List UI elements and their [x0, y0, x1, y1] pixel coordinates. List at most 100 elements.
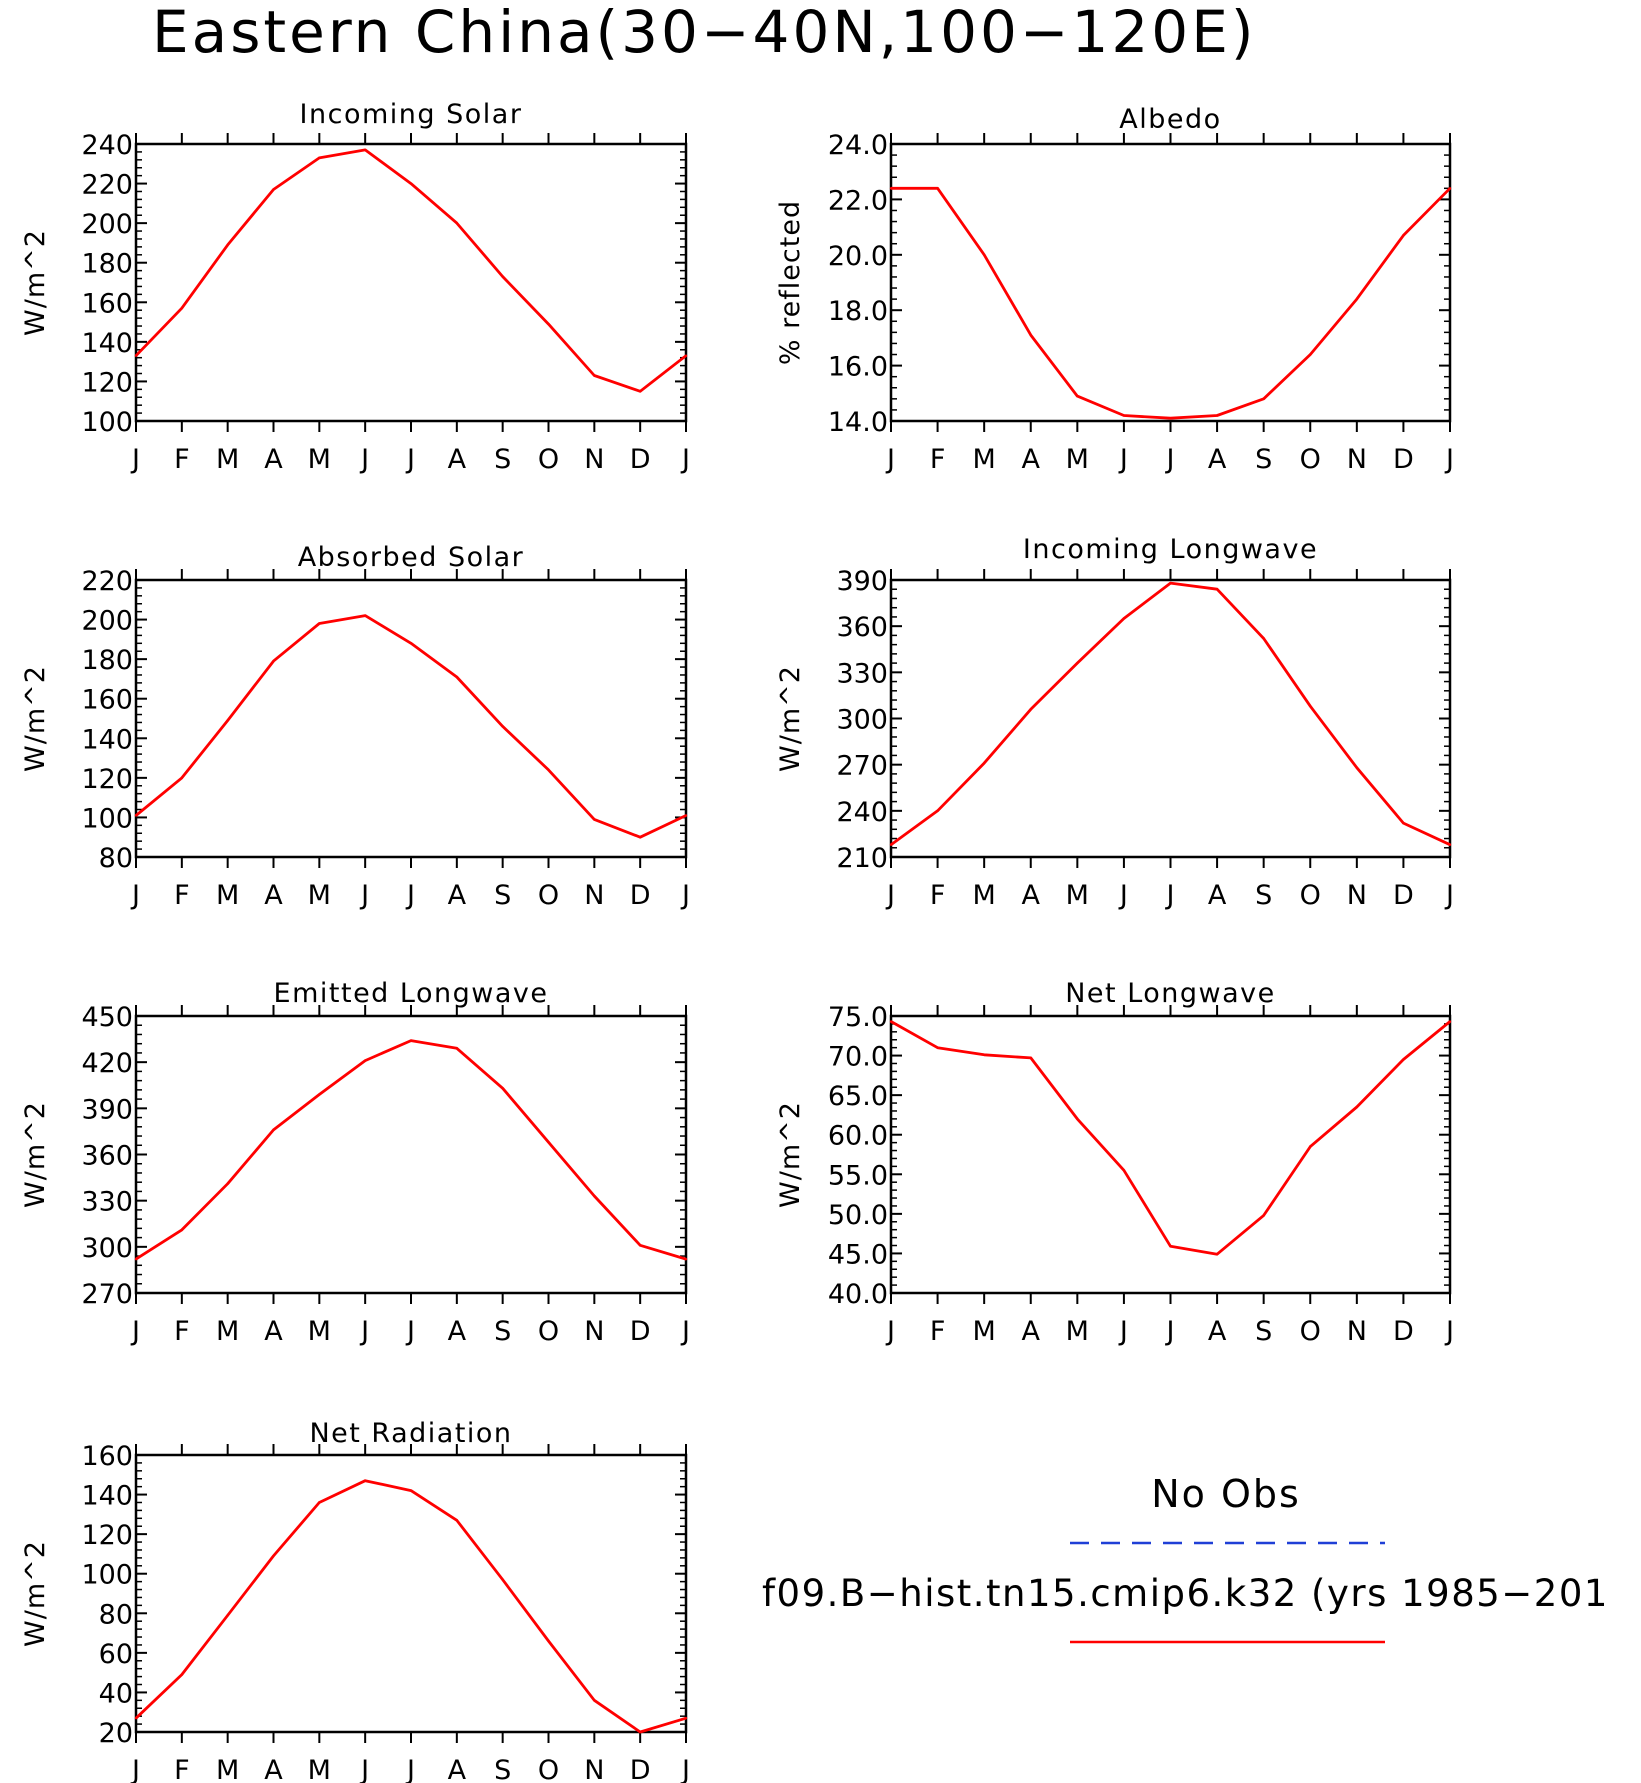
x-tick-label: J — [1165, 880, 1175, 911]
y-tick-label: 300 — [836, 705, 888, 736]
data-point — [1309, 1145, 1312, 1148]
x-tick-label: J — [1118, 880, 1128, 911]
data-point — [1355, 297, 1359, 301]
legend-model-label: f09.B−hist.tn15.cmip6.k32 (yrs 1985−201 — [762, 1572, 1609, 1615]
legend-obs-label: No Obs — [1151, 1472, 1301, 1516]
data-point — [180, 1228, 184, 1232]
page-title: Eastern China(30−40N,100−120E) — [152, 0, 1256, 66]
x-tick-label: O — [1300, 444, 1321, 475]
y-axis-label: W/m^2 — [775, 665, 806, 772]
data-point — [1169, 581, 1172, 585]
y-tick-label: 330 — [81, 1187, 133, 1218]
panel-title: Incoming Longwave — [1023, 534, 1318, 565]
data-point — [1355, 1105, 1359, 1109]
y-tick-label: 200 — [81, 209, 133, 240]
data-point — [272, 1554, 275, 1558]
x-tick-label: J — [680, 444, 690, 475]
panel-5: Net Longwave W/m^2 40.0 45.0 50.0 55.0 60.0 65.… — [775, 978, 1454, 1347]
plot-frame — [889, 142, 1452, 423]
x-tick-label: J — [359, 1755, 369, 1783]
data-point — [1029, 708, 1032, 711]
y-tick-label: 50.0 — [828, 1200, 888, 1231]
y-tick-label: 160 — [81, 288, 133, 319]
x-tick-label: A — [1022, 444, 1041, 475]
x-tick-label: S — [494, 1316, 511, 1347]
panel-4: Emitted Longwave W/m^2 270 300 330 360 390 420 4… — [20, 978, 690, 1347]
x-tick-label: S — [1255, 444, 1272, 475]
x-tick-label: A — [264, 444, 283, 475]
y-axis-label: W/m^2 — [20, 665, 51, 772]
data-point — [1215, 588, 1219, 591]
data-point — [1402, 234, 1405, 237]
legend: No Obs f09.B−hist.tn15.cmip6.k32 (yrs 19… — [762, 1472, 1609, 1644]
data-point — [638, 390, 642, 393]
y-tick-label: 60 — [99, 1639, 133, 1670]
data-point — [547, 768, 550, 772]
data-point — [638, 836, 642, 839]
y-tick-label: 22.0 — [828, 185, 888, 216]
data-point — [226, 1614, 229, 1617]
x-tick-label: A — [1022, 1316, 1041, 1347]
panel-title: Emitted Longwave — [274, 978, 549, 1009]
data-point — [455, 1047, 459, 1050]
y-tick-label: 390 — [836, 566, 888, 597]
y-tick-label: 270 — [81, 1279, 133, 1310]
x-tick-label: N — [1347, 880, 1367, 911]
x-tick-label: N — [584, 1755, 604, 1783]
data-point — [226, 1182, 229, 1185]
data-point — [134, 814, 138, 817]
y-tick-label: 75.0 — [828, 1002, 888, 1033]
x-tick-label: M — [1066, 444, 1089, 475]
data-point — [134, 354, 138, 357]
series-line — [135, 1039, 687, 1261]
x-tick-label: N — [584, 880, 604, 911]
y-tick-label: 200 — [81, 606, 133, 637]
data-point — [593, 1194, 596, 1198]
data-point — [936, 187, 939, 190]
series-line — [890, 581, 1451, 846]
data-point — [272, 188, 275, 191]
y-tick-label: 20.0 — [828, 241, 888, 272]
x-tick-label: J — [130, 444, 140, 475]
y-tick-label: 40.0 — [828, 1279, 888, 1310]
x-tick-label: J — [359, 444, 369, 475]
data-point — [1448, 843, 1452, 846]
x-tick-label: S — [494, 1755, 511, 1783]
data-point — [1169, 1245, 1172, 1248]
x-tick-label: M — [308, 1316, 331, 1347]
y-tick-label: 80 — [99, 1599, 133, 1630]
data-point — [936, 809, 939, 813]
data-point — [1448, 1020, 1452, 1023]
y-tick-label: 40 — [99, 1678, 133, 1709]
data-point — [547, 322, 550, 326]
data-point — [889, 1020, 893, 1023]
x-tick-label: J — [1444, 1316, 1454, 1347]
data-point — [455, 675, 459, 679]
y-axis-label: W/m^2 — [20, 229, 51, 336]
y-tick-label: 140 — [81, 328, 133, 359]
y-tick-label: 55.0 — [828, 1160, 888, 1191]
x-tick-label: N — [584, 1316, 604, 1347]
data-point — [1215, 414, 1219, 417]
y-tick-label: 160 — [81, 1441, 133, 1472]
x-tick-label: J — [1444, 444, 1454, 475]
series-line — [890, 1020, 1451, 1256]
y-tick-label: 120 — [81, 1520, 133, 1551]
data-point — [318, 622, 321, 625]
data-point — [1309, 704, 1312, 708]
x-tick-label: J — [885, 444, 895, 475]
x-tick-label: N — [1347, 1316, 1367, 1347]
y-tick-label: 16.0 — [828, 352, 888, 383]
x-tick-label: D — [1393, 1316, 1414, 1347]
x-tick-label: J — [405, 1755, 415, 1783]
x-tick-label: J — [885, 880, 895, 911]
data-point — [684, 1716, 688, 1720]
data-point — [638, 1244, 642, 1247]
x-tick-label: M — [216, 1755, 239, 1783]
x-tick-label: J — [130, 880, 140, 911]
data-point — [1029, 333, 1032, 337]
x-tick-label: M — [216, 444, 239, 475]
x-tick-label: F — [930, 1316, 946, 1347]
x-tick-label: M — [308, 1755, 331, 1783]
data-point — [1122, 414, 1126, 417]
